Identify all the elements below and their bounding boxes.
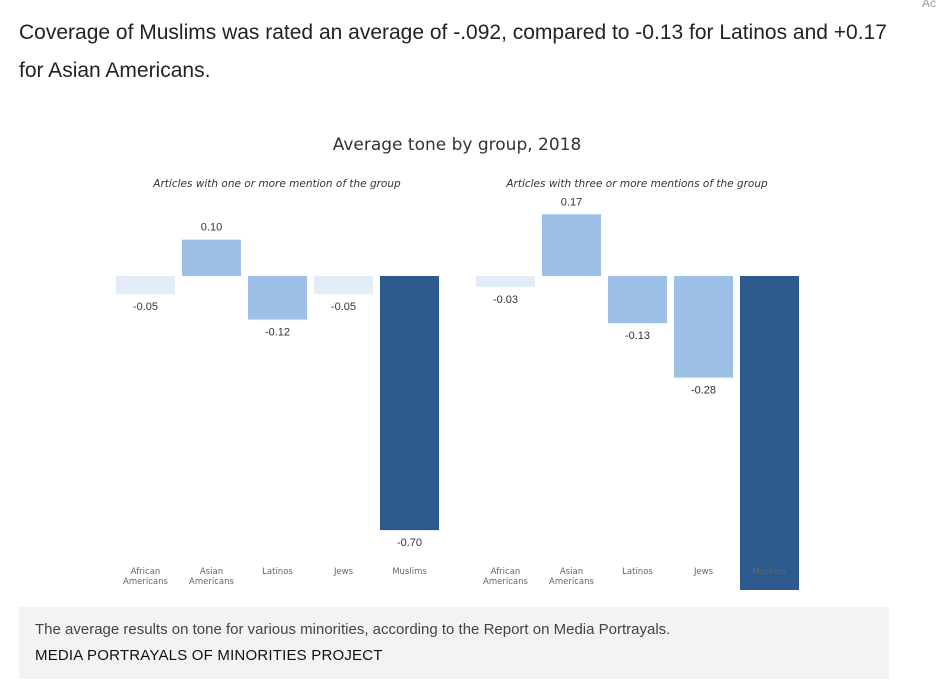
category-label-panel2-1: Asian Americans xyxy=(549,567,594,587)
bar-panel1-2 xyxy=(248,276,307,320)
value-label-panel1-0: -0.05 xyxy=(133,301,158,313)
figure-caption: The average results on tone for various … xyxy=(19,607,889,679)
bar-panel2-2 xyxy=(608,276,667,324)
bar-panel1-0 xyxy=(116,276,175,295)
value-label-panel1-3: -0.05 xyxy=(331,301,356,313)
caption-text: The average results on tone for various … xyxy=(35,621,671,638)
panel-2-subtitle: Articles with three or more mentions of … xyxy=(505,178,768,190)
value-label-panel2-2: -0.13 xyxy=(625,330,650,342)
value-label-panel2-1: 0.17 xyxy=(561,196,582,208)
category-label-panel1-1: Asian Americans xyxy=(189,567,234,587)
value-label-panel1-4: -0.70 xyxy=(397,537,422,549)
value-label-panel2-0: -0.03 xyxy=(493,294,518,306)
panel-1-subtitle: Articles with one or more mention of the… xyxy=(152,178,401,190)
category-label-panel2-4: Muslims xyxy=(752,567,787,577)
bar-panel2-0 xyxy=(476,276,535,287)
bar-panel1-4 xyxy=(380,276,439,531)
bar-panel2-1 xyxy=(542,214,601,276)
bar-panel2-4 xyxy=(740,276,799,590)
corner-text: Ac xyxy=(921,0,936,10)
value-label-panel1-1: 0.10 xyxy=(201,222,222,234)
category-label-panel2-3: Jews xyxy=(693,567,714,577)
caption-credit: MEDIA PORTRAYALS OF MINORITIES PROJECT xyxy=(35,647,383,664)
category-label-panel1-2: Latinos xyxy=(262,567,293,577)
bar-panel1-3 xyxy=(314,276,373,295)
category-label-panel1-4: Muslims xyxy=(392,567,427,577)
category-label-panel2-2: Latinos xyxy=(622,567,653,577)
chart-title: Average tone by group, 2018 xyxy=(333,135,582,155)
value-label-panel1-2: -0.12 xyxy=(265,327,290,339)
value-label-panel2-3: -0.28 xyxy=(691,385,716,397)
category-label-panel1-0: African Americans xyxy=(123,567,168,587)
bar-panel2-3 xyxy=(674,276,733,378)
category-label-panel2-0: African Americans xyxy=(483,567,528,587)
bar-panel1-1 xyxy=(182,239,241,276)
article-paragraph: Coverage of Muslims was rated an average… xyxy=(19,21,887,82)
bar-chart: Average tone by group, 2018 Articles wit… xyxy=(116,135,799,590)
chart-marks: -0.05 African Americans 0.10 Asian Americans -… xyxy=(116,196,799,590)
bar-chart-figure: Average tone by group, 2018 Articles wit… xyxy=(100,120,880,590)
category-label-panel1-3: Jews xyxy=(333,567,354,577)
